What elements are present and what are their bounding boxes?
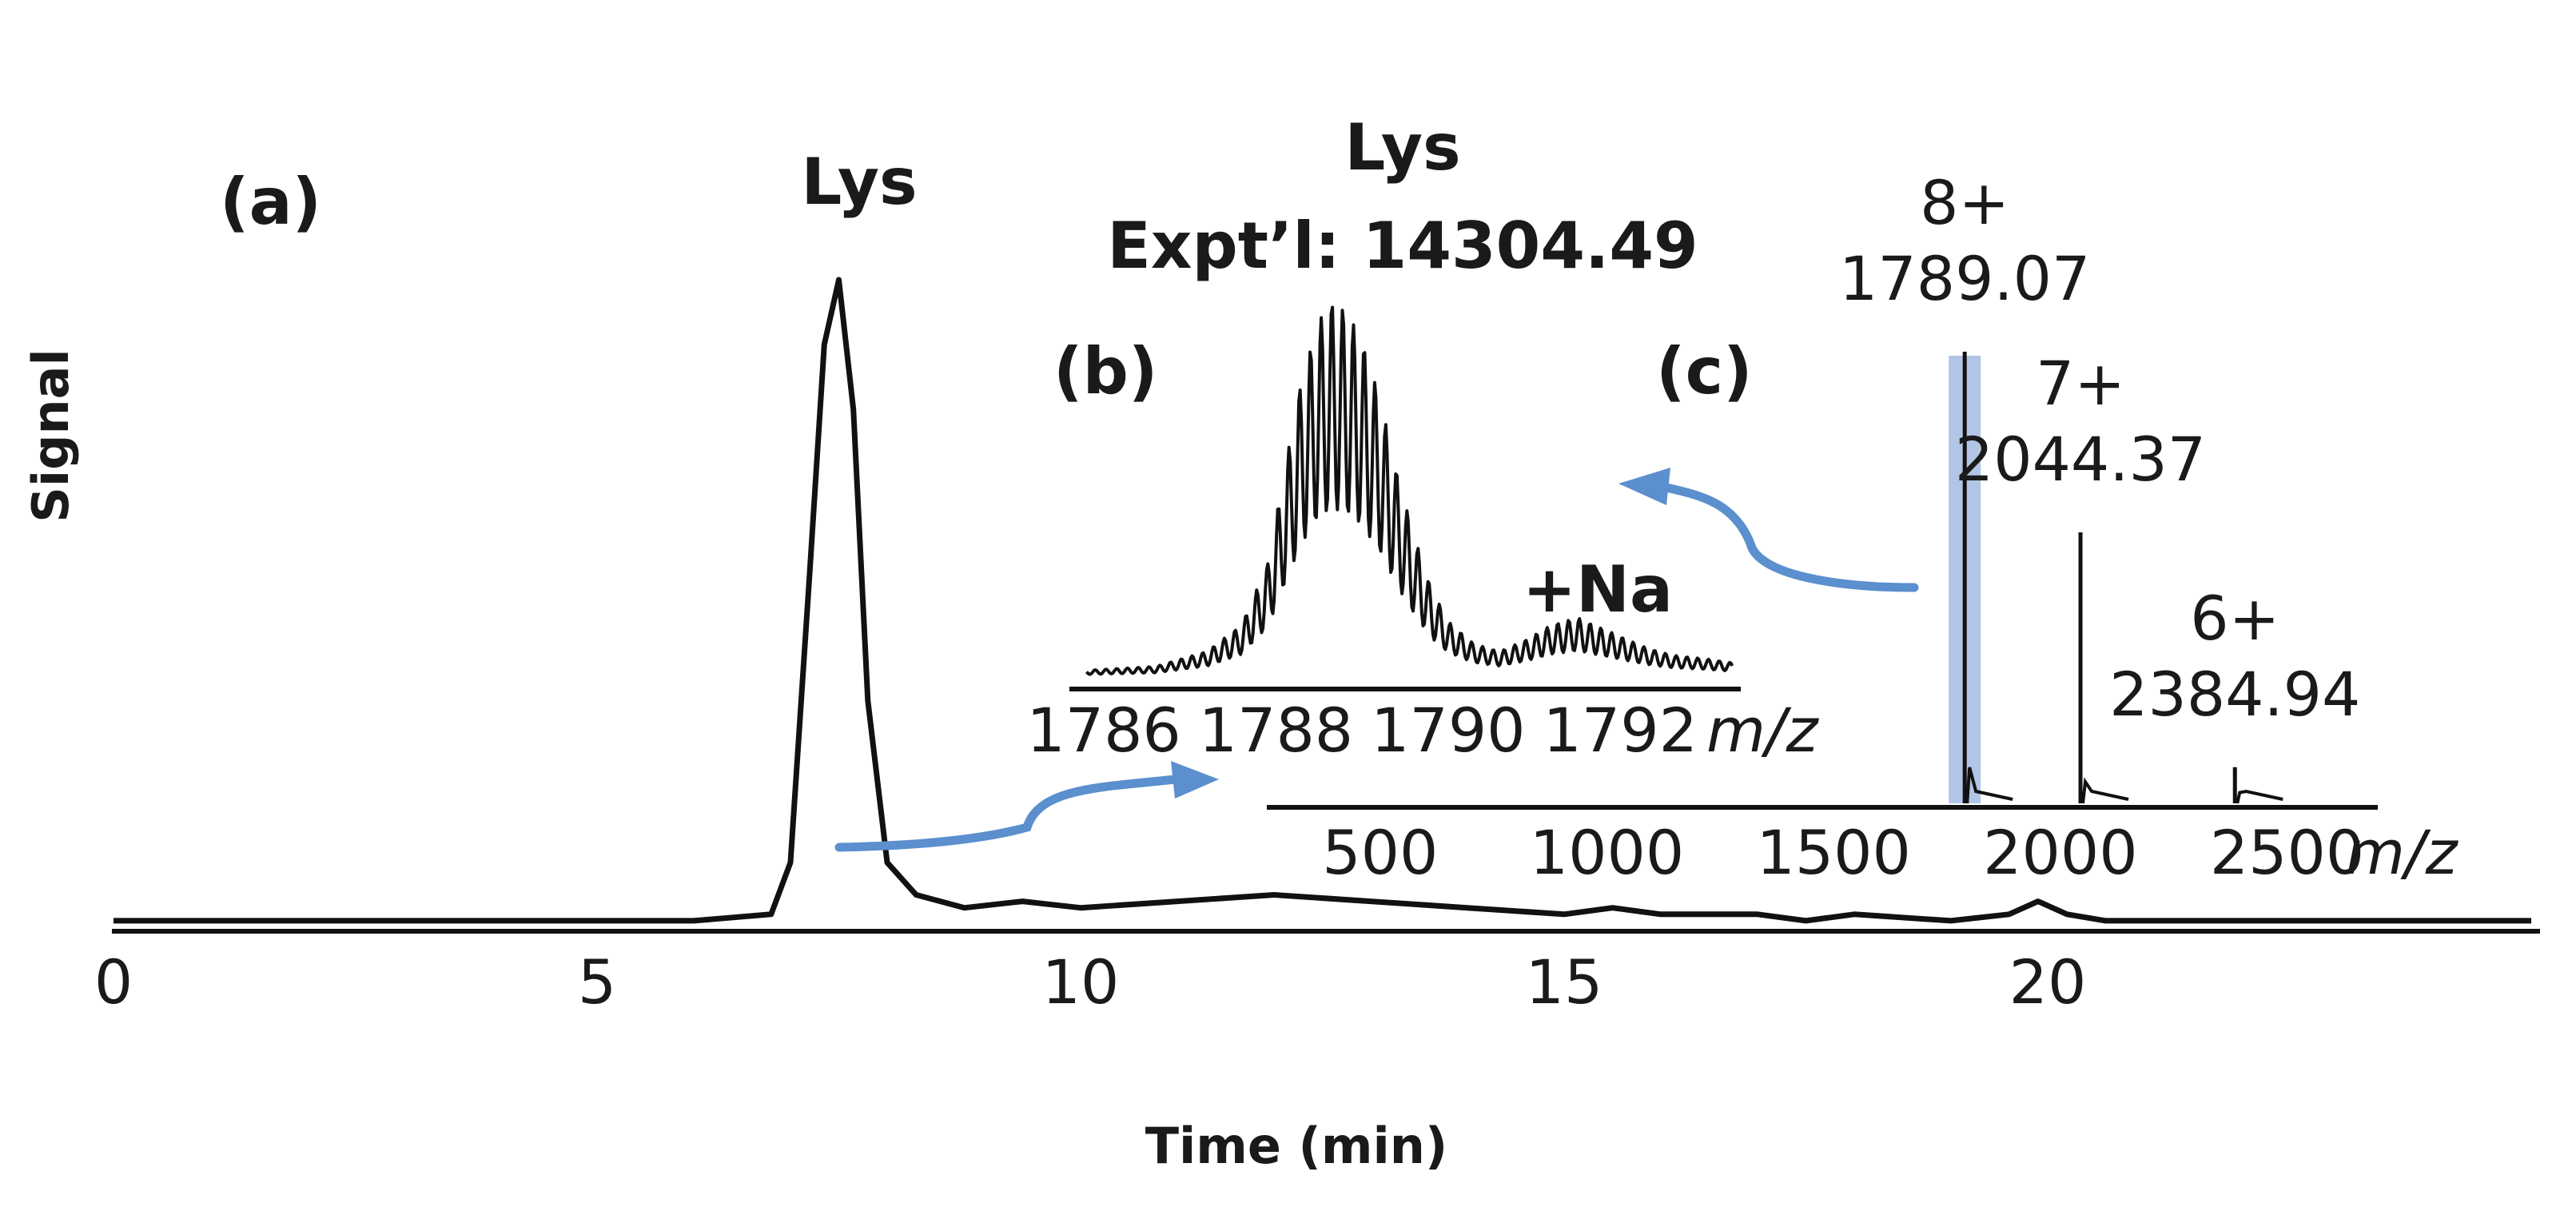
peak-mz-label: 2384.94 — [2109, 659, 2360, 730]
panel-c-label: (c) — [1656, 334, 1753, 408]
inset-c-tick-label: 1000 — [1530, 817, 1684, 888]
panel-c: (c) 8+1789.077+2044.376+2384.94 500 1000 1… — [1267, 167, 2459, 888]
panel-b-label: (b) — [1053, 334, 1157, 408]
inset-b-tick-label: 1790 — [1371, 695, 1525, 766]
inset-c-axis-label: m/z — [2346, 817, 2459, 888]
panel-a: (a) Signal Time (min) Lys 0 5 10 15 20 — [22, 145, 2540, 1175]
x-tick-label: 0 — [94, 946, 133, 1018]
panel-a-label: (a) — [220, 165, 321, 239]
inset-subtitle: Expt’l: 14304.49 — [1107, 209, 1698, 283]
ms-peak-tail — [2236, 789, 2283, 804]
inset-c-tick-label: 2000 — [1983, 817, 2137, 888]
x-tick-label: 20 — [2009, 946, 2087, 1018]
isotope-envelope-line — [1085, 305, 1734, 676]
peak-mz-label: 2044.37 — [1955, 424, 2206, 495]
inset-b-tick-label: 1788 — [1199, 695, 1353, 766]
inset-b-tick-labels: 1786 1788 1790 1792 — [1026, 695, 1698, 766]
ms-peaks: 8+1789.07 7+2044.37 6+2384.94 — [1839, 167, 2360, 804]
x-tick-label: 5 — [578, 946, 616, 1018]
y-axis-title: Signal — [22, 349, 80, 523]
arrows — [834, 468, 1919, 852]
inset-c-tick-label: 500 — [1322, 817, 1438, 888]
arrow-head — [1618, 468, 1670, 505]
inset-b-tick-label: 1792 — [1543, 695, 1698, 766]
arrow-head — [1171, 761, 1219, 799]
peak-label-lys: Lys — [801, 145, 917, 219]
chromatogram-line — [113, 277, 2531, 924]
peak-charge-label: 6+ — [2190, 583, 2279, 654]
sodium-adduct-label: +Na — [1523, 552, 1673, 627]
peak-charge-label: 8+ — [1920, 167, 2009, 238]
arrow-to-isotope-inset — [1662, 483, 1919, 592]
x-tick-label: 15 — [1526, 946, 1603, 1018]
ms-peak-tail — [1965, 767, 2013, 804]
x-tick-label: 10 — [1042, 946, 1120, 1018]
inset-c-tick-label: 1500 — [1756, 817, 1910, 888]
peak-charge-label: 7+ — [2036, 348, 2125, 419]
panel-b: Lys Expt’l: 14304.49 (b) +Na 1786 1788 179… — [1026, 110, 1819, 766]
x-axis-title: Time (min) — [1145, 1117, 1447, 1175]
arrow-to-spectrum — [834, 775, 1180, 852]
peak-mz-label: 1789.07 — [1839, 243, 2090, 314]
ms-peak-tail — [2081, 777, 2129, 804]
inset-b-tick-label: 1786 — [1026, 695, 1181, 766]
inset-title: Lys — [1344, 110, 1460, 185]
inset-c-tick-label: 2500 — [2210, 817, 2364, 888]
inset-c-tick-labels: 500 1000 1500 2000 2500 — [1322, 817, 2364, 888]
x-tick-labels: 0 5 10 15 20 — [94, 946, 2087, 1018]
inset-b-axis-label: m/z — [1706, 695, 1820, 766]
